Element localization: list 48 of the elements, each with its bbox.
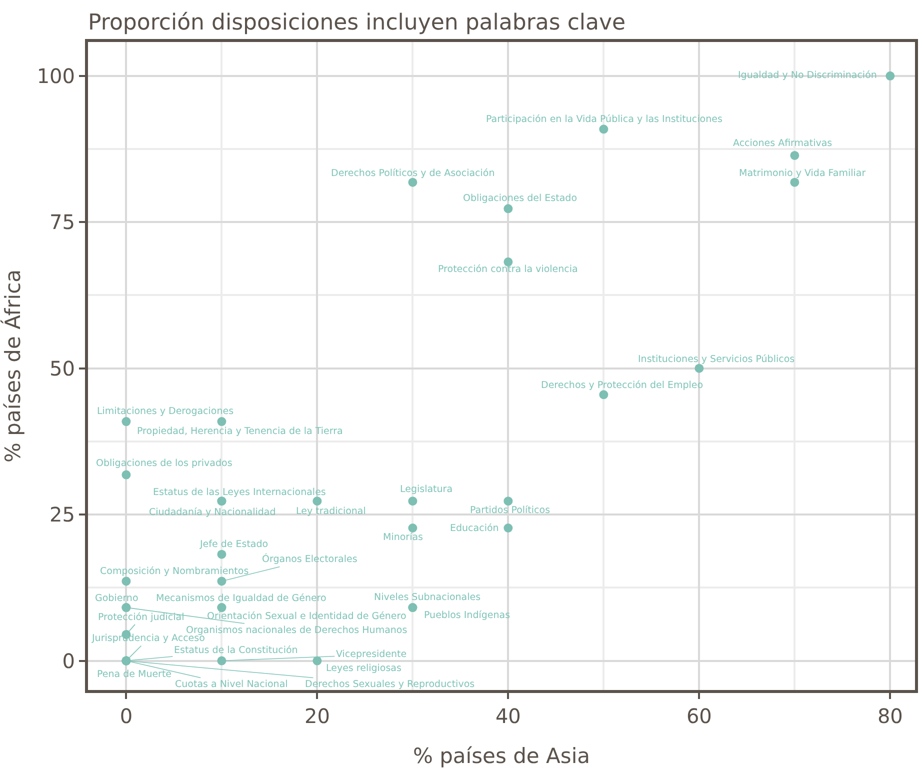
x-tick-label: 0 (120, 704, 133, 728)
y-tick-label: 0 (62, 648, 75, 673)
x-tick-label: 60 (686, 704, 712, 728)
x-tick-label: 20 (304, 704, 330, 728)
x-tick-label: 80 (877, 704, 903, 728)
data-label: Protección contra la violencia (438, 264, 578, 275)
y-tick-label: 100 (36, 64, 75, 88)
data-label: Participación en la Vida Pública y las Instituciones (486, 114, 722, 125)
data-label: Pena de Muerte (97, 669, 172, 680)
data-label: Orientación Sexual e Identidad de Género (207, 611, 406, 622)
data-label: Jefe de Estado (199, 539, 268, 550)
data-label: Educación (450, 523, 499, 534)
data-label: Partidos Políticos (470, 505, 550, 516)
data-label: Mecanismos de Igualdad de Género (156, 593, 327, 604)
data-label: Derechos Sexuales y Reproductivos (305, 679, 475, 690)
data-label: Composición y Nombramientos (100, 566, 249, 577)
data-label: Ciudadanía y Nacionalidad (149, 507, 276, 518)
data-label: Limitaciones y Derogaciones (97, 406, 234, 417)
x-axis-title: % países de Asia (412, 744, 590, 768)
data-label: Igualdad y No Discriminación (738, 70, 877, 81)
data-label: Obligaciones del Estado (463, 193, 578, 204)
data-label: Niveles Subnacionales (374, 592, 481, 603)
data-label: Vicepresidente (336, 649, 407, 660)
data-label: Ley tradicional (296, 506, 366, 517)
y-axis-title: % países de África (0, 270, 25, 462)
data-label: Acciones Afirmativas (733, 138, 832, 149)
data-label: Órganos Electorales (262, 553, 358, 565)
chart-title: Proporción disposiciones incluyen palabras clave (88, 10, 626, 36)
data-label: Minorías (383, 532, 424, 543)
data-label: Obligaciones de los privados (96, 458, 232, 469)
data-label: Derechos y Protección del Empleo (541, 380, 704, 391)
data-label: Estatus de la Constitución (174, 645, 298, 656)
y-tick-label: 50 (50, 356, 75, 380)
data-label: Cuotas a Nivel Nacional (175, 679, 288, 690)
data-label: Instituciones y Servicios Públicos (638, 354, 795, 365)
data-label: Gobierno (95, 593, 138, 604)
data-label: Derechos Políticos y de Asociación (331, 168, 495, 179)
y-tick-label: 25 (50, 502, 75, 527)
data-label: Propiedad, Herencia y Tenencia de la Tierra (137, 426, 343, 437)
data-label: Organismos nacionales de Derechos Humanos (186, 625, 408, 636)
data-label: Protección judicial (98, 612, 184, 623)
data-label: Pueblos Indígenas (424, 610, 510, 621)
data-label: Legislatura (400, 484, 453, 495)
data-label: Leyes religiosas (326, 663, 402, 674)
data-label: Estatus de las Leyes Internacionales (153, 487, 326, 498)
y-tick-label: 75 (50, 210, 75, 234)
data-label: Matrimonio y Vida Familiar (739, 168, 866, 179)
x-tick-label: 40 (495, 704, 521, 728)
